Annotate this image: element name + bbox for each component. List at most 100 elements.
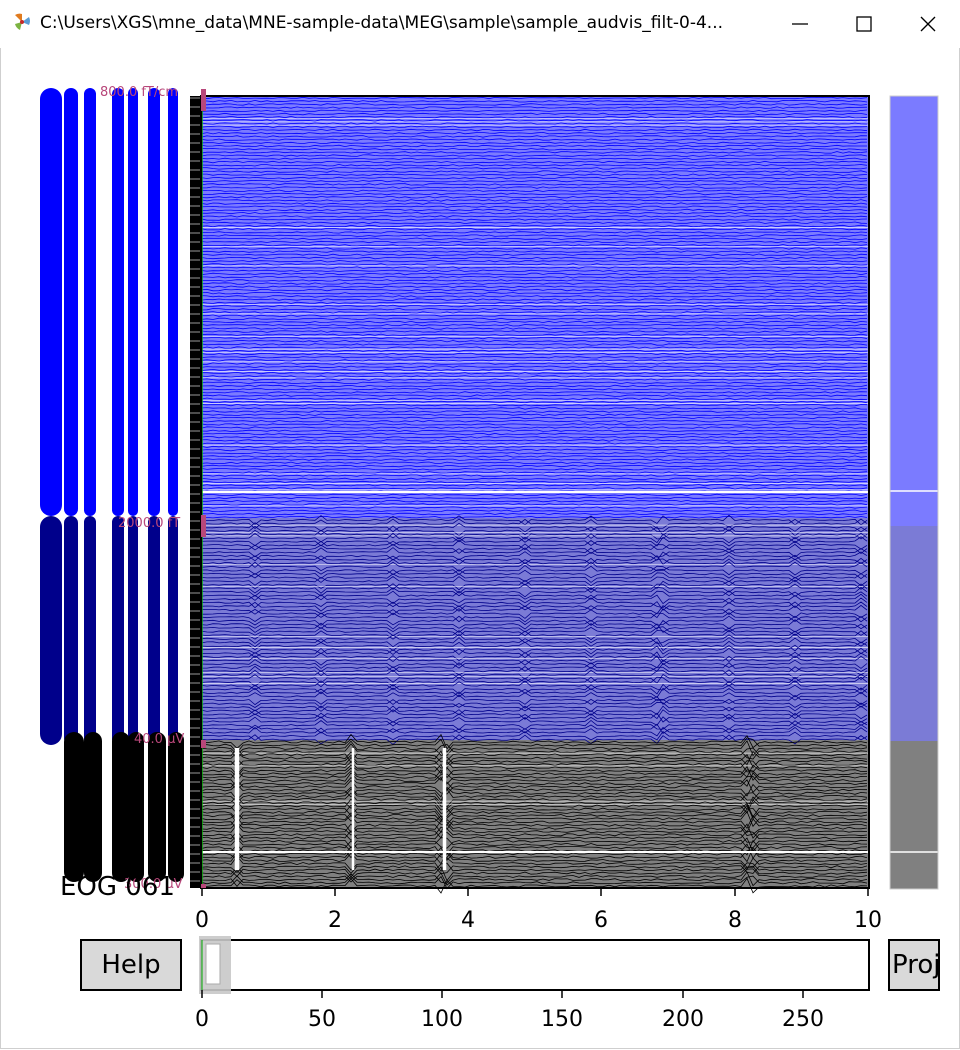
channel-trace [200,709,868,720]
channel-trace [200,202,868,205]
channel-trace [200,426,868,429]
minimize-button[interactable] [768,0,832,48]
channel-trace [200,604,868,616]
channel-trace [200,173,868,177]
channel-label-blob [128,516,138,745]
channel-trace [200,572,868,583]
channel-scrollbar-eeg[interactable] [890,741,938,889]
channel-scrollbar-mag[interactable] [890,526,938,741]
channel-label-blob [168,732,184,882]
channel-trace [200,716,868,727]
channel-trace [200,633,868,644]
channel-trace [200,529,868,540]
minimize-icon [792,23,808,25]
channel-trace [200,875,868,890]
time-axis-ticks [201,990,804,998]
time-tick-label: 150 [541,1007,583,1032]
channel-trace [200,365,868,369]
channel-trace [200,205,868,209]
channel-label-blob [64,88,78,516]
channel-trace [200,99,868,103]
channel-trace [200,586,868,598]
channel-trace [200,698,868,709]
channel-trace [200,855,868,872]
channel-trace [200,543,868,555]
channel-scrollbar-grad[interactable] [890,96,938,526]
channel-trace [200,243,868,247]
scalebar [201,89,206,111]
x-tick-label: 8 [728,908,742,933]
channel-trace [200,429,868,433]
channel-trace [200,256,868,260]
channel-trace [200,515,868,519]
channel-label-blob [148,732,166,882]
x-tick-label: 4 [461,908,475,933]
channel-trace [200,691,868,701]
channel-label-blob [40,88,62,516]
channel-trace [200,820,868,836]
channel-trace [200,763,868,779]
channel-trace [200,362,868,365]
channel-trace [200,640,868,652]
channel-trace [200,195,868,199]
channel-trace [200,448,868,452]
channel-trace [200,779,868,795]
channel-trace [200,416,868,420]
channel-trace [200,218,868,221]
channel-trace [200,224,868,228]
channel-trace [200,435,868,439]
proj-button[interactable]: Proj [888,939,940,991]
channel-trace [200,583,868,594]
close-button[interactable] [896,0,960,48]
app-icon [15,13,30,30]
channel-trace [200,157,868,161]
channel-trace [200,320,868,324]
channel-trace [200,676,868,688]
time-tick-label: 0 [195,1007,209,1032]
channel-trace [200,705,868,716]
channel-trace [200,330,868,333]
channel-trace [200,237,868,241]
channel-trace [200,343,868,346]
mag-trace-region [201,518,869,740]
channel-trace [200,712,868,723]
channel-trace [200,442,868,445]
channel-trace [200,669,868,680]
channel-trace [200,483,868,487]
channel-trace [200,781,868,798]
channel-trace [200,615,868,626]
time-scrollbar-thumb[interactable] [205,943,221,985]
x-tick-label: 0 [195,908,209,933]
channel-trace [200,301,868,305]
channel-trace [200,282,868,285]
time-tick-label: 200 [662,1007,704,1032]
title-bar: C:\Users\XGS\mne_data\MNE-sample-data\ME… [0,0,960,48]
channel-trace [200,119,868,122]
channel-trace [200,163,868,167]
channel-trace [200,687,868,698]
channel-label-blob [64,732,84,882]
time-tick-label: 250 [782,1007,824,1032]
help-button[interactable]: Help [80,939,182,991]
channel-trace [200,804,868,821]
channel-trace [200,208,868,212]
maximize-button[interactable] [832,0,896,48]
channel-trace [200,279,868,282]
channel-trace [200,655,868,666]
channel-label-blob [148,88,160,516]
channel-trace [200,765,868,782]
channel-trace [200,135,868,138]
channel-trace [200,747,868,764]
time-scrollbar[interactable] [200,939,870,991]
channel-trace [200,608,868,619]
channel-ticks [190,97,201,882]
scalebar-label-eog: 300.0 µV [124,877,183,892]
channel-trace [200,423,868,426]
channel-trace [200,568,868,580]
channel-trace [200,865,868,882]
channel-trace [200,285,868,289]
channel-trace [200,160,868,164]
channel-trace [200,754,868,769]
channel-trace [200,355,868,359]
